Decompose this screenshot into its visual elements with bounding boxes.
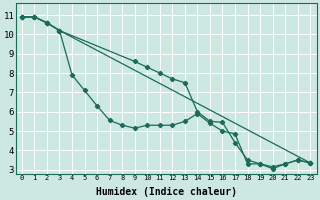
X-axis label: Humidex (Indice chaleur): Humidex (Indice chaleur) [96,186,236,197]
